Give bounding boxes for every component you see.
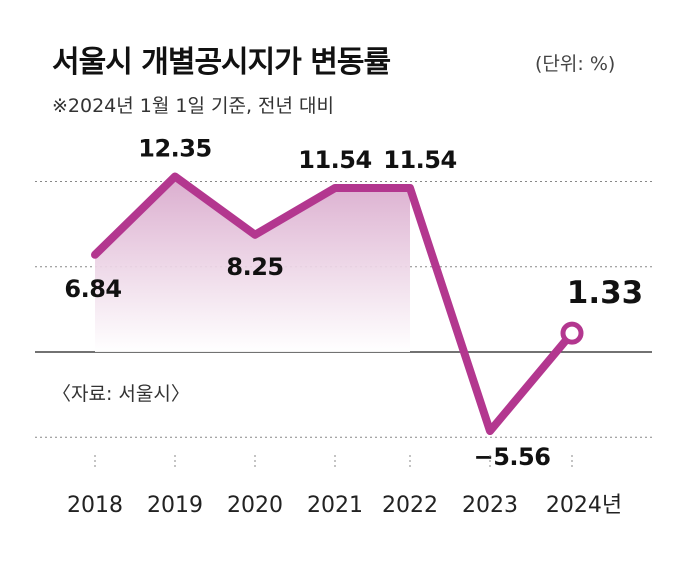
x-tick-label-1: 2019 (147, 493, 203, 518)
chart-title: 서울시 개별공시지가 변동률 (52, 45, 390, 80)
x-tick-label-3: 2021 (307, 493, 363, 518)
line-layer (91, 172, 584, 436)
area-layer (95, 176, 410, 352)
data-label-2020: 8.25 (226, 253, 283, 281)
chart-subtitle: ※2024년 1월 1일 기준, 전년 대비 (52, 95, 334, 117)
data-label-2019: 12.35 (138, 134, 211, 162)
data-label-2018: 6.84 (64, 275, 121, 303)
x-tick-label-0: 2018 (67, 493, 123, 518)
x-tick-label-2: 2020 (227, 493, 283, 518)
x-tick-label-4: 2022 (382, 493, 438, 518)
data-label-2024년: 1.33 (567, 275, 644, 311)
data-label-2022: 11.54 (383, 146, 456, 174)
data-label-2021: 11.54 (298, 146, 371, 174)
data-label-2023: −5.56 (474, 443, 551, 471)
series-line (91, 172, 576, 436)
label-layer: 6.84 12.35 8.25 11.54 11.54 −5.56 1.33 (64, 134, 643, 471)
area-fill (95, 176, 410, 352)
x-tick-label-5: 2023 (462, 493, 518, 518)
x-tick-label-6: 2024년 (546, 493, 622, 518)
point-marker-2024 (560, 321, 584, 345)
unit-label: (단위: %) (535, 53, 615, 75)
source-note: 〈자료: 서울시〉 (52, 383, 190, 405)
tick-layer: 2018 2019 2020 2021 2022 2023 2024년 (67, 455, 622, 518)
